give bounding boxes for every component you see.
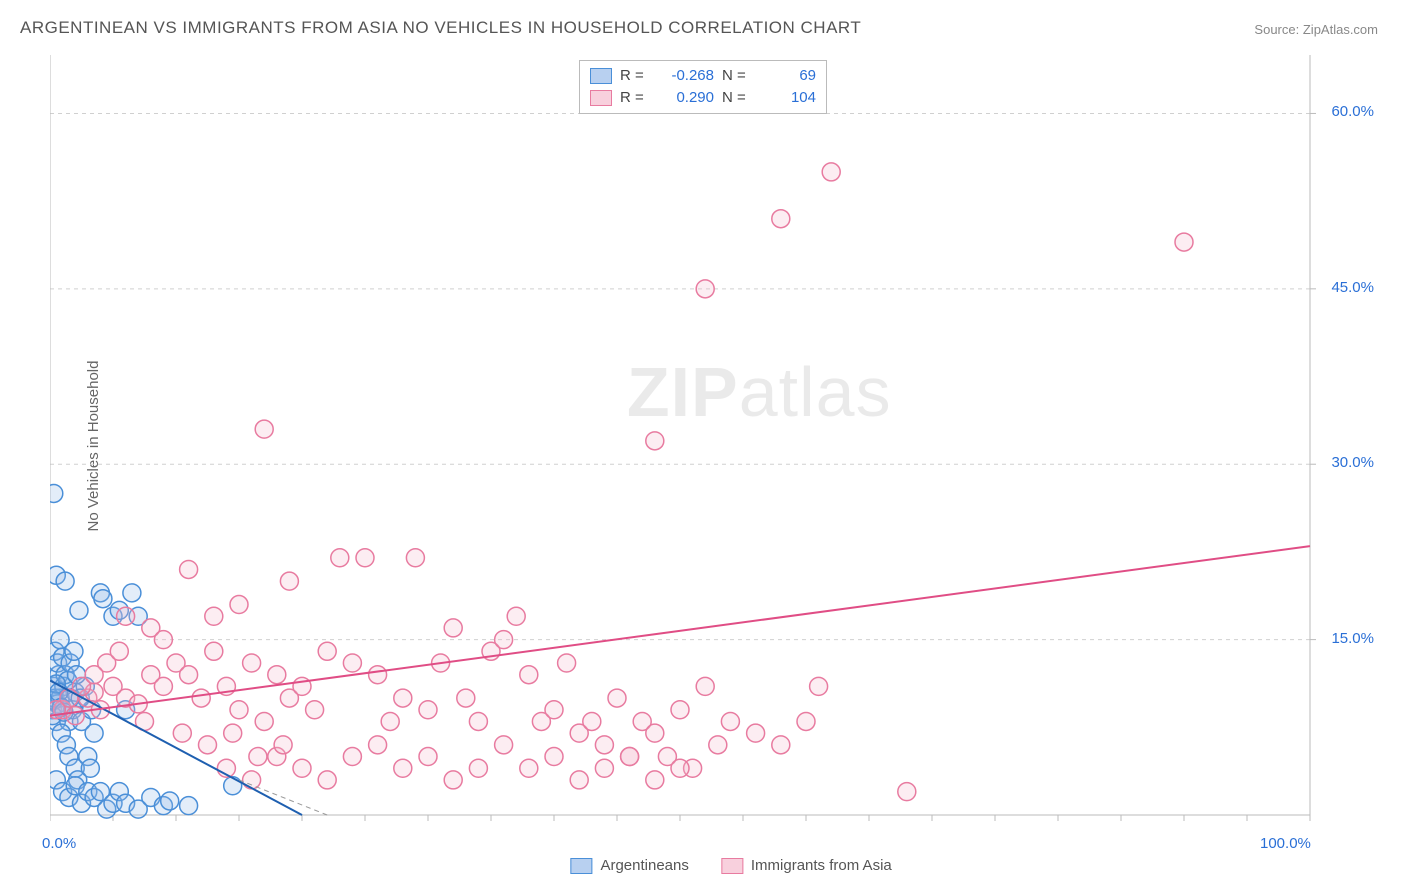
swatch-blue — [570, 858, 592, 874]
swatch-blue — [590, 68, 612, 84]
n-value-pink: 104 — [758, 87, 816, 109]
source-label: Source: — [1254, 22, 1299, 37]
n-label: N = — [722, 87, 750, 109]
swatch-pink — [590, 90, 612, 106]
series-legend: Argentineans Immigrants from Asia — [570, 857, 891, 874]
r-label: R = — [620, 87, 648, 109]
legend-label-pink: Immigrants from Asia — [751, 857, 892, 874]
r-value-blue: -0.268 — [656, 65, 714, 87]
source-link[interactable]: ZipAtlas.com — [1303, 22, 1378, 37]
legend-label-blue: Argentineans — [600, 857, 688, 874]
swatch-pink — [721, 858, 743, 874]
n-label: N = — [722, 65, 750, 87]
correlation-legend: R = -0.268 N = 69 R = 0.290 N = 104 — [579, 60, 827, 114]
legend-row-blue: R = -0.268 N = 69 — [590, 65, 816, 87]
legend-item-pink: Immigrants from Asia — [721, 857, 892, 874]
chart-title: ARGENTINEAN VS IMMIGRANTS FROM ASIA NO V… — [20, 18, 861, 38]
legend-row-pink: R = 0.290 N = 104 — [590, 87, 816, 109]
n-value-blue: 69 — [758, 65, 816, 87]
legend-item-blue: Argentineans — [570, 857, 688, 874]
r-value-pink: 0.290 — [656, 87, 714, 109]
r-label: R = — [620, 65, 648, 87]
source-attribution: Source: ZipAtlas.com — [1254, 22, 1378, 37]
scatter-plot — [50, 55, 1381, 842]
